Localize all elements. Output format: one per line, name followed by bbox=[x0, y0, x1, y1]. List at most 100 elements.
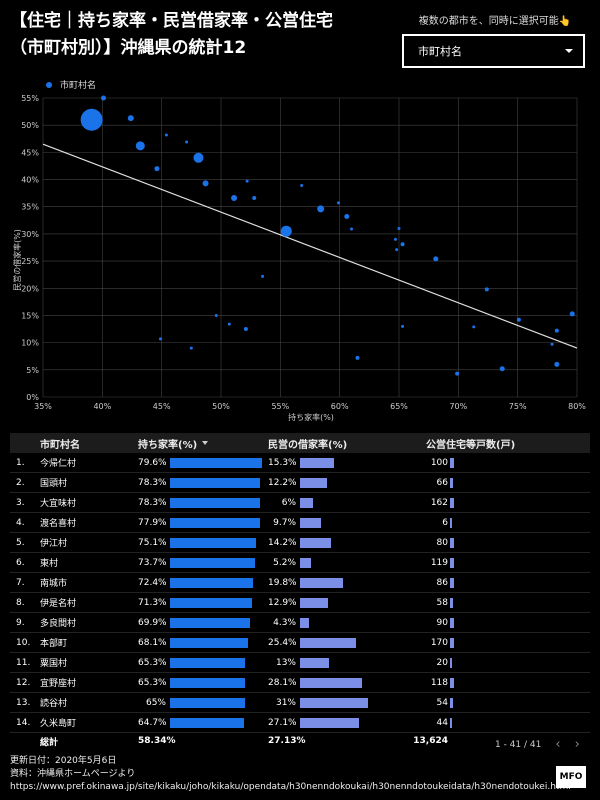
scatter-point[interactable] bbox=[280, 225, 292, 237]
scatter-point[interactable] bbox=[252, 196, 257, 201]
row-pub-bar bbox=[450, 537, 454, 548]
row-pub-cell: 119 bbox=[398, 557, 528, 568]
row-pub-value: 162 bbox=[430, 497, 448, 508]
scatter-point[interactable] bbox=[261, 274, 265, 278]
row-rent-value: 9.7% bbox=[273, 517, 296, 528]
row-name: 多良間村 bbox=[40, 619, 77, 629]
source-text: 資料：沖縄県ホームページより bbox=[10, 769, 136, 779]
scatter-point[interactable] bbox=[350, 227, 354, 231]
header-rent[interactable]: 民営の借家率(%) bbox=[268, 439, 348, 451]
scatter-point[interactable] bbox=[127, 115, 134, 122]
next-page-button[interactable]: › bbox=[574, 737, 580, 752]
row-own-value: 78.3% bbox=[138, 497, 167, 508]
prev-page-button[interactable]: ‹ bbox=[555, 737, 561, 752]
row-pub-value: 90 bbox=[436, 617, 448, 628]
municipality-dropdown[interactable]: 市町村名 bbox=[402, 34, 585, 68]
table-row[interactable]: 2. 国頭村 78.3% 12.2% 66 bbox=[10, 473, 590, 493]
table-row[interactable]: 3. 大宜味村 78.3% 6% 162 bbox=[10, 493, 590, 513]
scatter-point[interactable] bbox=[550, 342, 554, 346]
table-row[interactable]: 11. 粟国村 65.3% 13% 20 bbox=[10, 653, 590, 673]
scatter-point[interactable] bbox=[158, 337, 162, 341]
row-rent-cell: 12.2% bbox=[268, 477, 398, 488]
scatter-point[interactable] bbox=[516, 317, 521, 322]
scatter-point[interactable] bbox=[393, 237, 397, 241]
table-row[interactable]: 1. 今帰仁村 79.6% 15.3% 100 bbox=[10, 453, 590, 473]
scatter-point[interactable] bbox=[400, 242, 405, 247]
table-row[interactable]: 4. 渡名喜村 77.9% 9.7% 6 bbox=[10, 513, 590, 533]
row-own-cell: 65.3% bbox=[138, 677, 268, 688]
row-own-bar bbox=[170, 637, 249, 648]
scatter-point[interactable] bbox=[214, 313, 218, 317]
header-name[interactable]: 市町村名 bbox=[40, 439, 80, 451]
y-tick-label: 15% bbox=[21, 311, 39, 320]
scatter-point[interactable] bbox=[455, 371, 460, 376]
scatter-point[interactable] bbox=[243, 327, 248, 332]
row-own-bar bbox=[170, 597, 252, 608]
row-pub-cell: 80 bbox=[398, 537, 528, 548]
row-rent-bar bbox=[300, 637, 356, 648]
x-tick-label: 70% bbox=[449, 402, 467, 411]
scatter-point[interactable] bbox=[227, 322, 231, 326]
total-label: 総計 bbox=[40, 737, 59, 748]
scatter-point[interactable] bbox=[231, 195, 238, 202]
scatter-point[interactable] bbox=[395, 248, 399, 252]
scatter-point[interactable] bbox=[135, 141, 145, 151]
row-rent-cell: 12.9% bbox=[268, 597, 398, 608]
table-row[interactable]: 13. 読谷村 65% 31% 54 bbox=[10, 693, 590, 713]
scatter-point[interactable] bbox=[344, 214, 350, 220]
row-pub-value: 119 bbox=[430, 557, 448, 568]
y-tick-label: 35% bbox=[21, 203, 39, 212]
row-rent-cell: 31% bbox=[268, 697, 398, 708]
scatter-point[interactable] bbox=[401, 324, 405, 328]
row-own-bar bbox=[170, 557, 255, 568]
table-row[interactable]: 6. 東村 73.7% 5.2% 119 bbox=[10, 553, 590, 573]
chart-legend: 市町村名 bbox=[46, 78, 96, 91]
table-row[interactable]: 14. 久米島町 64.7% 27.1% 44 bbox=[10, 713, 590, 733]
scatter-point[interactable] bbox=[554, 328, 559, 333]
scatter-point[interactable] bbox=[189, 346, 193, 350]
row-pub-bar bbox=[450, 717, 453, 728]
header-pub[interactable]: 公営住宅等戸数(戸) bbox=[426, 439, 516, 451]
x-tick-label: 35% bbox=[34, 402, 52, 411]
scatter-point[interactable] bbox=[154, 166, 160, 172]
scatter-point[interactable] bbox=[397, 226, 401, 230]
scatter-chart: 35% 40% 45% 50% 55% 60% 65% 70% 75% 80% 0% 5% 10% 15%… bbox=[12, 94, 586, 422]
table-row[interactable]: 12. 宜野座村 65.3% 28.1% 118 bbox=[10, 673, 590, 693]
source-url[interactable]: https://www.pref.okinawa.jp/site/kikaku/… bbox=[10, 782, 571, 792]
row-rent-cell: 9.7% bbox=[268, 517, 398, 528]
row-rent-cell: 4.3% bbox=[268, 617, 398, 628]
row-name: 東村 bbox=[40, 559, 59, 569]
scatter-point[interactable] bbox=[336, 201, 340, 205]
scatter-point[interactable] bbox=[499, 366, 505, 372]
table-row[interactable]: 8. 伊是名村 71.3% 12.9% 58 bbox=[10, 593, 590, 613]
scatter-point[interactable] bbox=[317, 205, 325, 213]
scatter-point[interactable] bbox=[484, 287, 489, 292]
row-name: 宜野座村 bbox=[40, 679, 77, 689]
scatter-point[interactable] bbox=[245, 179, 249, 183]
row-pub-cell: 170 bbox=[398, 637, 528, 648]
scatter-point[interactable] bbox=[300, 184, 304, 188]
scatter-point[interactable] bbox=[193, 152, 204, 163]
row-own-cell: 78.3% bbox=[138, 497, 268, 508]
scatter-point[interactable] bbox=[80, 108, 103, 131]
scatter-point[interactable] bbox=[185, 140, 189, 144]
row-pub-value: 100 bbox=[430, 457, 448, 468]
scatter-point[interactable] bbox=[569, 311, 575, 317]
row-rent-bar bbox=[300, 717, 360, 728]
header-own[interactable]: 持ち家率(%) bbox=[138, 436, 268, 451]
scatter-point[interactable] bbox=[472, 325, 476, 329]
updated-date: 更新日付：2020年5月6日 bbox=[10, 756, 117, 766]
table-row[interactable]: 9. 多良間村 69.9% 4.3% 90 bbox=[10, 613, 590, 633]
scatter-point[interactable] bbox=[554, 361, 560, 367]
scatter-point[interactable] bbox=[101, 95, 107, 101]
scatter-point[interactable] bbox=[355, 355, 360, 360]
scatter-point[interactable] bbox=[202, 180, 209, 187]
row-rent-value: 25.4% bbox=[268, 637, 297, 648]
table-row[interactable]: 5. 伊江村 75.1% 14.2% 80 bbox=[10, 533, 590, 553]
table-row[interactable]: 7. 南城市 72.4% 19.8% 86 bbox=[10, 573, 590, 593]
table-row[interactable]: 10. 本部町 68.1% 25.4% 170 bbox=[10, 633, 590, 653]
row-pub-bar bbox=[450, 597, 453, 608]
scatter-point[interactable] bbox=[433, 256, 439, 262]
scatter-point[interactable] bbox=[164, 133, 168, 137]
y-tick-label: 0% bbox=[26, 393, 39, 402]
